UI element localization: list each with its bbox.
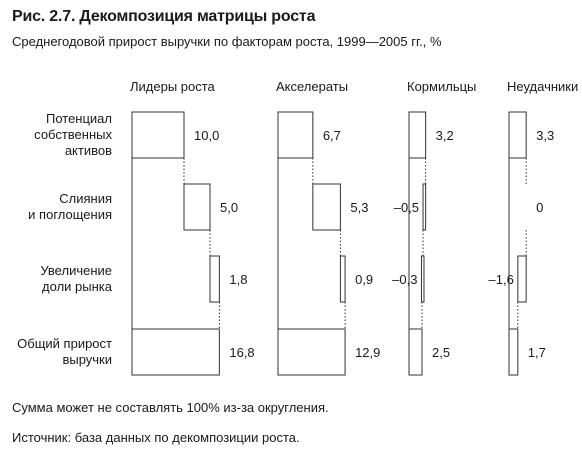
data-label: 0,9: [355, 272, 373, 287]
data-label: 3,3: [536, 128, 554, 143]
data-label: 2,5: [432, 345, 450, 360]
footnote: Сумма может не составлять 100% из-за окр…: [12, 400, 329, 415]
data-label: 5,0: [220, 200, 238, 215]
category-label: доли рынка: [42, 279, 113, 294]
waterfall-bar: [408, 111, 427, 159]
data-label: 0: [536, 200, 543, 215]
category-label: выручки: [62, 352, 112, 367]
data-label: 12,9: [355, 345, 380, 360]
waterfall-bar: [277, 328, 346, 376]
data-label: 5,3: [350, 200, 368, 215]
category-label: и поглощения: [28, 207, 112, 222]
source-note: Источник: база данных по декомпозиции ро…: [12, 430, 300, 445]
waterfall-bar: [508, 328, 519, 376]
category-label: Слияния: [59, 191, 112, 206]
waterfall-bar: [422, 183, 427, 231]
series-header: Неудачники: [507, 79, 578, 94]
waterfall-bar: [312, 183, 341, 231]
series-header: Лидеры роста: [130, 79, 216, 94]
data-label: 6,7: [323, 128, 341, 143]
chart-title: Рис. 2.7. Декомпозиция матрицы роста: [12, 8, 316, 25]
series-header: Акселераты: [276, 79, 348, 94]
category-label: Потенциал: [46, 111, 112, 126]
waterfall-bar: [183, 183, 211, 231]
waterfall-bar: [131, 111, 185, 159]
waterfall-bar: [131, 328, 220, 376]
data-label: 16,8: [229, 345, 254, 360]
waterfall-bar: [508, 111, 527, 159]
data-label: –0,5: [394, 200, 419, 215]
waterfall-bar: [339, 255, 346, 303]
series-header: Кормильцы: [407, 79, 476, 94]
chart-subtitle: Среднегодовой прирост выручки по фактора…: [12, 34, 442, 49]
waterfall-bar: [209, 255, 220, 303]
data-label: –1,6: [489, 272, 514, 287]
waterfall-bar: [408, 328, 423, 376]
data-label: –0,3: [392, 272, 417, 287]
waterfall-bar: [277, 111, 314, 159]
data-label: 3,2: [436, 128, 454, 143]
category-label: Увеличение: [40, 263, 112, 278]
category-label: собственных: [34, 127, 112, 142]
waterfall-bar: [420, 255, 425, 303]
data-label: 1,8: [229, 272, 247, 287]
data-label: 10,0: [194, 128, 219, 143]
category-label: активов: [65, 143, 112, 158]
category-label: Общий прирост: [17, 336, 112, 351]
data-label: 1,7: [528, 345, 546, 360]
waterfall-bar: [517, 255, 527, 303]
